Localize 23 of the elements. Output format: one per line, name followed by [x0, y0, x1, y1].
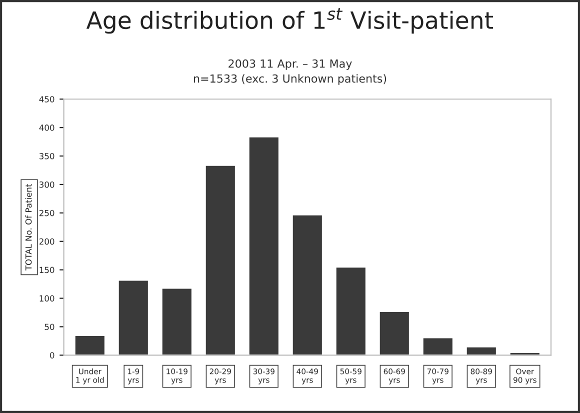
bar — [117, 279, 150, 356]
y-tick-label: 0 — [50, 352, 54, 358]
y-tick-label: 400 — [39, 124, 54, 131]
y-axis-title: TOTAL No. Of Patient — [25, 184, 32, 271]
bar — [334, 266, 367, 356]
bar — [160, 287, 193, 356]
bar — [291, 214, 324, 356]
y-tick-label: 450 — [39, 96, 54, 102]
y-tick-label: 100 — [40, 295, 54, 302]
bar — [378, 310, 410, 356]
y-tick-label: 50 — [44, 324, 54, 330]
bar — [74, 334, 106, 356]
y-tick-label: 250 — [39, 210, 54, 216]
y-tick-label: 150 — [40, 266, 54, 274]
y-tick-label: 300 — [40, 181, 54, 188]
bar — [248, 136, 280, 356]
bar — [204, 164, 236, 356]
chart-title: Age distribution of 1$^{st}$ Visit-patient — [86, 8, 494, 34]
y-tick-label: 350 — [40, 153, 54, 160]
y-tick-label: 200 — [39, 238, 54, 245]
bar — [422, 336, 454, 356]
chart-subtitle: 2003 11 Apr. – 31 May n=1533 (exc. 3 Unknown patients) — [194, 59, 386, 85]
bar — [465, 346, 498, 356]
